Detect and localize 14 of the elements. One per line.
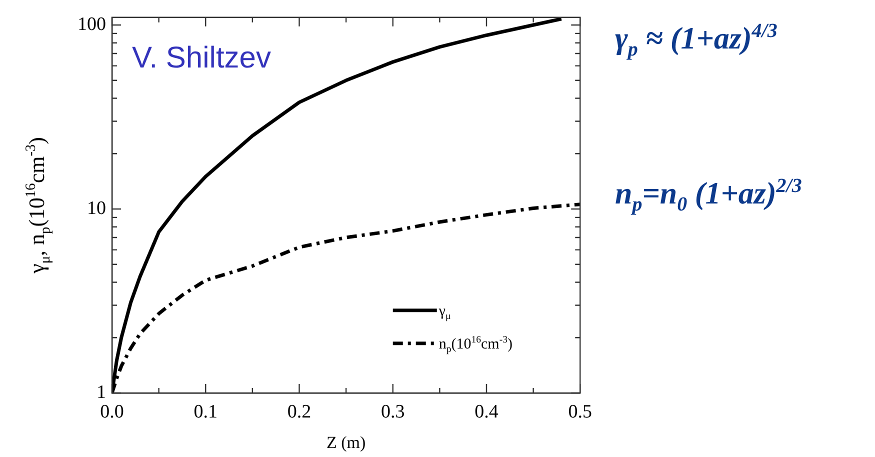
x-axis-title: Z (m): [326, 433, 366, 452]
y-tick-label: 10: [87, 198, 106, 219]
text: n$_{p}$=n$_{0}$ (1+az)$^{2/3}$: [615, 175, 802, 217]
text: γ$_{p}$ ≈ (1+az)$^{4/3}$: [615, 20, 778, 62]
y-tick-label: 1: [96, 382, 106, 403]
y-tick-label: 100: [78, 14, 106, 35]
text: γμ, np(1016cm-3): [23, 137, 54, 274]
x-tick-label: 0.5: [568, 401, 592, 422]
x-tick-label: 0.0: [100, 401, 124, 422]
x-tick-label: 0.3: [381, 401, 405, 422]
x-tick-label: 0.2: [287, 401, 312, 422]
annotation: V. Shiltzev: [132, 41, 271, 74]
x-tick-label: 0.4: [474, 401, 499, 422]
x-tick-label: 0.1: [194, 401, 218, 422]
